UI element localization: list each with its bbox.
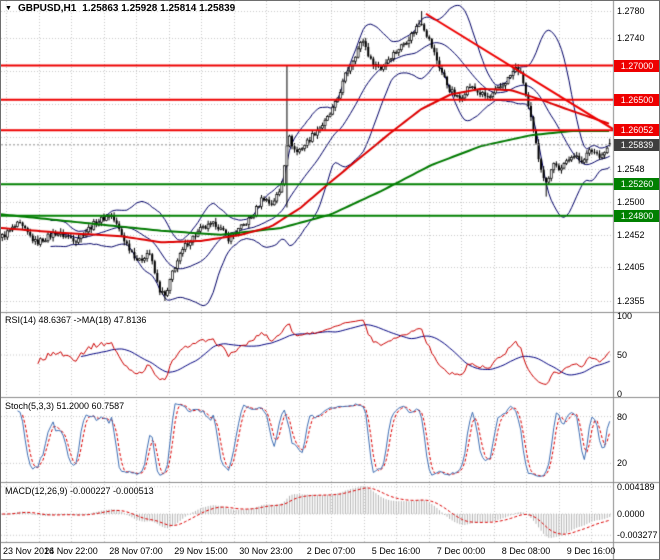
time-tick-label: 30 Nov 23:00	[239, 546, 293, 556]
price-level-label-2: 1.26500	[614, 93, 659, 106]
time-tick-label: 9 Dec 16:00	[566, 546, 616, 556]
time-tick-label: 28 Nov 07:00	[109, 546, 163, 556]
time-tick-label: 24 Nov 22:00	[44, 546, 98, 556]
stoch-indicator-label: Stoch(5,3,3) 51.2000 60.7587	[5, 401, 125, 411]
price-level-label-5: 1.24800	[614, 209, 659, 222]
price-tick-label: 1.2355	[617, 296, 645, 306]
price-level-label-1: 1.27000	[614, 59, 659, 72]
price-tick-label: 1.2740	[617, 33, 645, 44]
stoch-tick-label: 20	[617, 458, 628, 469]
time-tick-label: 2 Dec 07:00	[306, 546, 356, 556]
price-tick-label: 1.2548	[617, 164, 645, 175]
rsi-indicator-label: RSI(14) 48.6367 ->MA(18) 47.8136	[5, 315, 147, 325]
time-tick-label: 8 Dec 08:00	[501, 546, 551, 556]
price-level-label-4: 1.25260	[614, 178, 659, 191]
macd-tick-label: 0.0000	[617, 509, 645, 519]
ohlc-readout: 1.25863 1.25928 1.25814 1.25839	[82, 3, 236, 14]
symbol-dropdown-icon[interactable]: ▼	[5, 4, 12, 12]
time-tick-label: 23 Nov 2016	[3, 546, 55, 556]
stoch-tick-label: 80	[617, 411, 628, 422]
price-level-label-3: 1.26052	[614, 124, 659, 137]
rsi-tick-label: 50	[617, 350, 628, 360]
rsi-tick-label: 0	[617, 389, 623, 399]
price-tick-label: 1.2500	[617, 197, 645, 208]
rsi-tick-label: 100	[617, 311, 633, 321]
price-tick-label: 1.2780	[617, 6, 645, 16]
macd-tick-label: -0.003277	[617, 530, 658, 541]
current-price-label: 1.25839	[614, 138, 659, 151]
time-tick-label: 5 Dec 16:00	[371, 546, 421, 556]
price-tick-label: 1.2452	[617, 229, 645, 240]
time-tick-label: 7 Dec 00:00	[436, 546, 486, 556]
chart-header: ▼ GBPUSD,H1 1.25863 1.25928 1.25814 1.25…	[5, 3, 235, 14]
macd-tick-label: 0.004189	[617, 481, 655, 492]
time-tick-label: 29 Nov 15:00	[174, 546, 228, 556]
macd-indicator-label: MACD(12,26,9) -0.000227 -0.000513	[5, 486, 154, 496]
price-tick-label: 1.2405	[617, 261, 645, 272]
symbol-timeframe-label: GBPUSD,H1	[17, 3, 77, 14]
